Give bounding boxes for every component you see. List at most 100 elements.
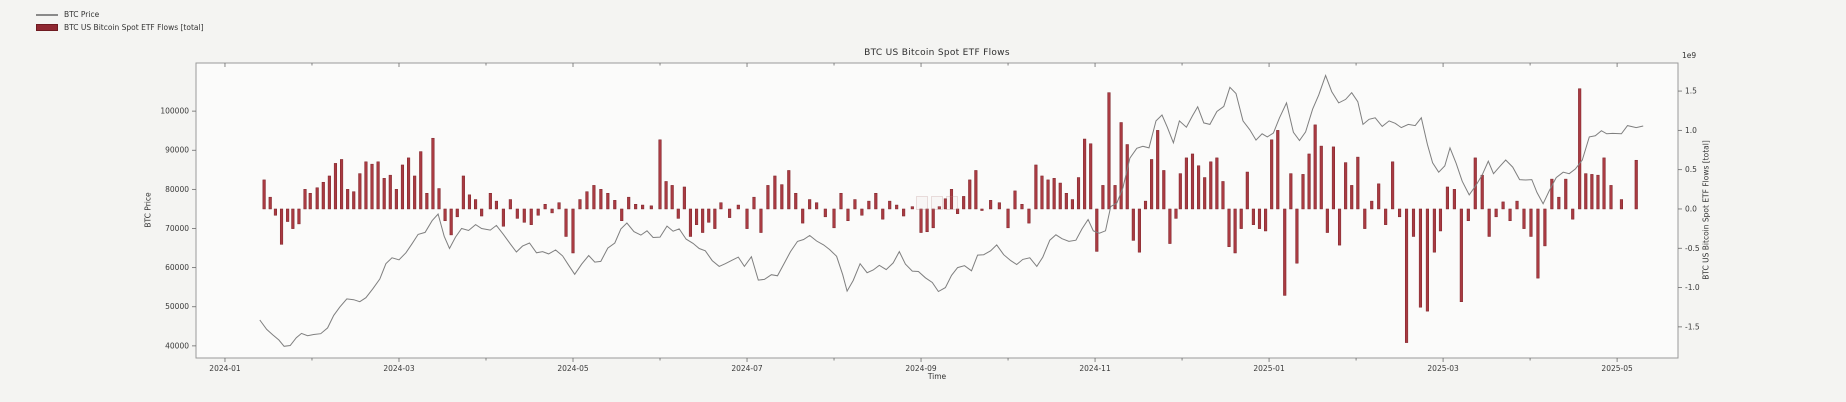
right-y-tick-label: -1.0: [1685, 283, 1700, 292]
flow-bar: [1295, 208, 1299, 264]
flow-bar: [1190, 153, 1195, 210]
legend-label-etf-flows: BTC US Bitcoin Spot ETF Flows [total]: [64, 23, 204, 32]
flow-bar: [1487, 208, 1491, 237]
flow-bar: [340, 159, 344, 210]
flow-bar: [902, 208, 906, 217]
flow-bar: [1344, 162, 1348, 210]
flow-bar: [1404, 208, 1409, 343]
flow-bar: [707, 208, 711, 223]
flow-bar: [1445, 186, 1449, 210]
flow-bar: [1046, 179, 1050, 210]
flow-bar: [394, 189, 398, 210]
legend-label-btc-price: BTC Price: [64, 10, 100, 19]
left-y-tick-label: 60000: [165, 263, 189, 272]
flow-bar: [634, 204, 638, 210]
flow-bar: [736, 204, 740, 210]
flow-bar: [910, 206, 914, 210]
flow-bar: [895, 204, 899, 210]
flow-bar: [488, 193, 492, 210]
flow-bar: [1452, 189, 1456, 210]
flow-bar: [801, 208, 805, 224]
flow-bar: [1006, 208, 1010, 229]
flow-bar: [515, 208, 519, 219]
flow-bar: [1564, 178, 1568, 210]
flow-bar: [1337, 208, 1342, 246]
flow-bar: [682, 186, 686, 210]
flow-bar: [1221, 181, 1225, 210]
flow-bar: [1178, 173, 1182, 210]
flow-bar: [592, 185, 596, 210]
flow-bar: [980, 208, 984, 211]
flow-bar: [943, 198, 947, 210]
watermark-glyph: [931, 196, 943, 210]
flow-bar: [449, 208, 453, 236]
flow-bar: [937, 206, 941, 210]
flow-bar: [620, 208, 624, 222]
flow-bar: [1411, 208, 1416, 237]
flow-bar: [315, 187, 319, 210]
flow-bar: [599, 189, 603, 210]
flow-bar: [962, 196, 966, 210]
flow-bar: [1143, 200, 1148, 210]
flow-bar: [382, 178, 386, 210]
flow-bar: [1480, 174, 1484, 210]
flow-bar: [455, 208, 459, 218]
flow-bar: [695, 208, 699, 225]
flow-bar: [303, 189, 307, 210]
flow-bar: [431, 137, 435, 210]
flow-bar: [997, 202, 1001, 210]
watermark-glyph: [946, 196, 958, 210]
flow-bar: [1257, 208, 1262, 229]
flow-bar: [388, 174, 392, 210]
flow-bar: [701, 208, 705, 233]
flow-bar: [815, 202, 819, 210]
x-tick-label: 2025-05: [1601, 364, 1633, 373]
flow-bar: [1543, 208, 1547, 247]
flow-bar: [321, 181, 325, 210]
flow-bar: [297, 208, 301, 225]
left-y-tick-label: 90000: [165, 146, 189, 155]
flow-bar: [1095, 208, 1099, 252]
flow-bar: [853, 199, 857, 210]
flow-bar: [1550, 178, 1554, 210]
flow-bar: [974, 170, 978, 210]
flow-bar: [1363, 208, 1367, 229]
flow-bar: [1040, 175, 1044, 210]
flow-bar: [1251, 208, 1255, 225]
right-y-axis-label: BTC US Bitcoin Spot ETF Flows [total]: [1701, 140, 1711, 280]
flow-bar: [1391, 161, 1395, 210]
flow-bar: [745, 208, 749, 229]
flow-bar: [627, 196, 631, 210]
flow-bar: [1107, 92, 1111, 210]
right-y-tick-label: -0.5: [1685, 244, 1700, 253]
flow-bar: [676, 208, 680, 219]
flow-bar: [407, 157, 411, 210]
flow-bar: [291, 208, 295, 229]
flow-bar: [1058, 182, 1062, 210]
flow-bar: [949, 189, 954, 210]
flow-bar: [480, 208, 484, 217]
legend-item-etf-flows: BTC US Bitcoin Spot ETF Flows [total]: [36, 23, 204, 32]
flow-bar: [1634, 159, 1638, 210]
legend: BTC Price BTC US Bitcoin Spot ETF Flows …: [36, 10, 204, 32]
flow-bar: [1101, 185, 1105, 210]
flow-bar: [268, 196, 272, 210]
flow-bar: [1076, 177, 1081, 210]
flow-bar: [931, 208, 935, 229]
flow-bar: [1571, 208, 1575, 220]
flow-bar: [860, 208, 864, 216]
flow-bar: [719, 202, 723, 210]
left-y-tick-label: 40000: [165, 341, 189, 350]
flow-bar: [308, 193, 312, 210]
flow-bar: [1584, 173, 1588, 210]
plot-frame: [195, 62, 1679, 359]
flow-bar: [1168, 208, 1172, 244]
flow-bar: [1064, 193, 1068, 210]
right-axis-offset-text: 1e9: [1682, 51, 1697, 60]
flow-bar: [867, 200, 871, 210]
flow-bar: [376, 161, 380, 210]
flow-bar: [1501, 201, 1505, 210]
flow-bar: [262, 179, 266, 210]
flow-bar: [1578, 88, 1582, 210]
